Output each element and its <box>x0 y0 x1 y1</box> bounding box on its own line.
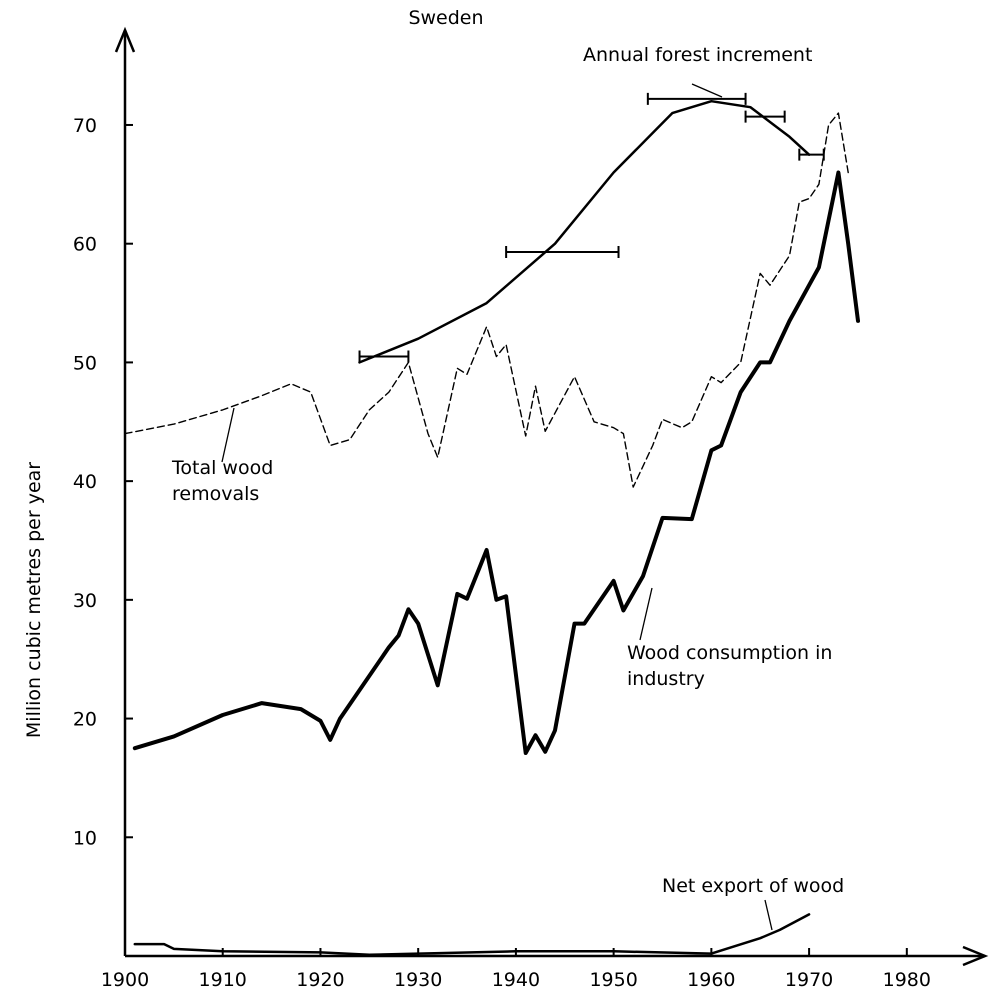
interval-bar <box>646 92 747 105</box>
y-tick-label: 70 <box>73 115 97 137</box>
x-tick-label: 1910 <box>199 969 247 991</box>
leader-line <box>691 83 723 98</box>
series-label: Wood consumption in industry <box>627 642 833 690</box>
chart-title: Sweden <box>408 7 483 29</box>
y-axis-arrow <box>114 26 136 53</box>
x-tick-label: 1970 <box>785 969 833 991</box>
series-line <box>133 913 811 957</box>
leader-line <box>221 407 235 463</box>
x-tick-label: 1920 <box>296 969 344 991</box>
leader-line <box>764 899 773 931</box>
series-label: Annual forest increment <box>583 44 813 66</box>
series-label: Net export of wood <box>662 875 845 897</box>
x-tick-label: 1950 <box>589 969 637 991</box>
interval-bar <box>358 350 410 363</box>
series-line <box>124 112 849 488</box>
series-line <box>132 170 860 755</box>
y-tick-label: 40 <box>73 471 97 493</box>
series-line <box>358 99 811 364</box>
interval-bar <box>505 246 620 259</box>
leader-line <box>639 587 653 641</box>
y-tick-label: 20 <box>73 709 97 731</box>
series-label: Total wood removals <box>172 457 274 505</box>
x-tick-label: 1980 <box>883 969 931 991</box>
x-tick-label: 1900 <box>101 969 149 991</box>
y-tick-label: 30 <box>73 590 97 612</box>
y-tick-label: 50 <box>73 352 97 374</box>
y-tick-label: 10 <box>73 827 97 849</box>
x-tick-label: 1930 <box>394 969 442 991</box>
y-axis-label: Million cubic metres per year <box>23 462 45 738</box>
y-tick-label: 60 <box>73 234 97 256</box>
x-tick-label: 1940 <box>492 969 540 991</box>
interval-bar <box>744 110 786 123</box>
x-tick-label: 1960 <box>687 969 735 991</box>
x-axis-arrow <box>962 945 989 967</box>
